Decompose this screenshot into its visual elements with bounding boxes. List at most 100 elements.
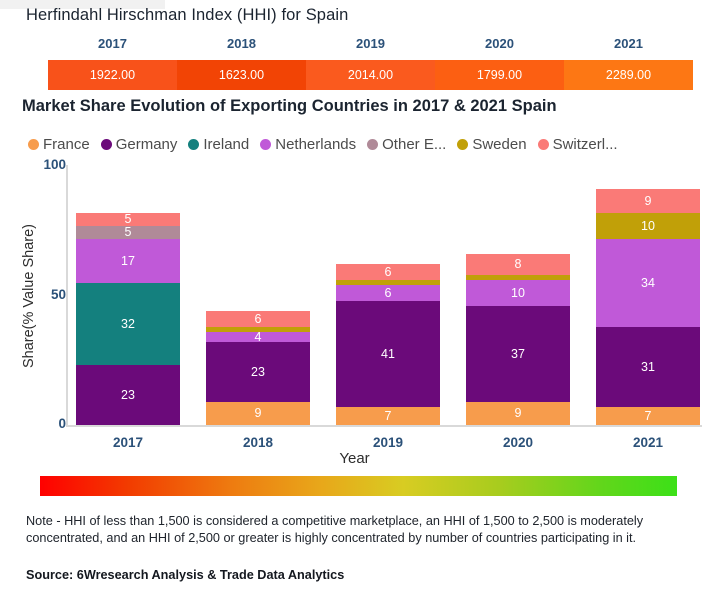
- bar-segment[interactable]: 31: [596, 326, 700, 407]
- hhi-value-segment: 2289.00: [564, 60, 693, 90]
- concentration-gradient-bar: [40, 476, 677, 496]
- bar-segment[interactable]: 34: [596, 238, 700, 327]
- hhi-value-segment: 1623.00: [177, 60, 306, 90]
- chart-title: Market Share Evolution of Exporting Coun…: [22, 97, 557, 115]
- legend-swatch-icon: [260, 138, 272, 150]
- bar-segment[interactable]: 10: [466, 279, 570, 306]
- legend-item-label: Sweden: [472, 135, 527, 153]
- hhi-year-row: 2017 2018 2019 2020 2021: [48, 36, 693, 58]
- bar-segment[interactable]: 5: [76, 212, 180, 226]
- hhi-value-segment: 1799.00: [435, 60, 564, 90]
- bar-segment-value: 8: [514, 257, 522, 272]
- y-axis-tick-label: 0: [58, 416, 66, 431]
- bar-segment[interactable]: 9: [206, 401, 310, 425]
- bar-segment-value: 10: [511, 285, 525, 300]
- x-axis-tick-label: 2018: [242, 435, 274, 450]
- y-axis-tick-label: 50: [50, 286, 66, 302]
- legend-swatch-icon: [28, 138, 39, 150]
- bar-groups: 23 32 17 5 5 2017 9 23 4 6 2018 7 41 6 6 2019 9 37 10 8 2020…: [70, 160, 702, 460]
- x-axis-tick-label: 2020: [502, 435, 534, 450]
- x-axis-title: Year: [339, 450, 370, 467]
- bar-segment[interactable]: 7: [336, 406, 440, 425]
- legend-item[interactable]: Sweden: [457, 135, 527, 153]
- x-axis-tick-label: 2019: [372, 435, 404, 450]
- legend-item-label: Netherlands: [275, 135, 357, 153]
- bar-segment[interactable]: 9: [466, 401, 570, 425]
- hhi-year-label: 2017: [98, 36, 127, 51]
- bar-segment-value: 9: [644, 194, 652, 208]
- bar-segment-value: 37: [511, 346, 525, 361]
- top-edge-strip: [0, 0, 165, 9]
- x-axis-line: [66, 425, 702, 427]
- bar-segment[interactable]: 6: [336, 285, 440, 301]
- bar-segment-value: 9: [514, 406, 522, 421]
- bar-segment[interactable]: [336, 279, 440, 286]
- legend-swatch-icon: [537, 138, 549, 150]
- legend-item-label: Other E...: [382, 135, 447, 153]
- legend-item[interactable]: Other E...: [367, 136, 446, 153]
- bar-segment[interactable]: 5: [76, 225, 180, 239]
- bar-segment[interactable]: 9: [596, 189, 700, 213]
- source-text: Source: 6Wresearch Analysis & Trade Data…: [26, 568, 345, 582]
- bar-segment-value: 32: [121, 317, 135, 331]
- legend-item-label: France: [43, 135, 90, 153]
- legend-item-label: Ireland: [203, 135, 250, 153]
- legend-item[interactable]: Ireland: [188, 136, 249, 153]
- bar-segment[interactable]: 6: [336, 264, 440, 280]
- legend-item[interactable]: Netherlands: [260, 136, 356, 153]
- hhi-year-label: 2019: [356, 36, 385, 51]
- hhi-value-segment: 2014.00: [306, 60, 435, 90]
- hhi-value-band: 1922.00 1623.00 2014.00 1799.00 2289.00: [48, 60, 693, 90]
- bar-segment[interactable]: 32: [76, 282, 180, 366]
- hhi-year-label: 2020: [485, 36, 514, 51]
- hhi-value-segment: 1922.00: [48, 60, 177, 90]
- bar-segment[interactable]: 17: [76, 238, 180, 283]
- footnote-text: Note - HHI of less than 1,500 is conside…: [26, 514, 644, 545]
- bar-group[interactable]: 23 32 17 5 5: [76, 212, 180, 425]
- bar-segment[interactable]: 4: [206, 331, 310, 343]
- bar-segment-value: 7: [384, 408, 392, 423]
- bar-segment-value: 5: [124, 212, 132, 226]
- legend-item-label: Germany: [115, 135, 178, 153]
- bar-segment-value: 23: [121, 388, 135, 403]
- legend-swatch-icon: [367, 138, 379, 150]
- bar-segment-value: 41: [381, 346, 395, 361]
- bar-segment[interactable]: [466, 274, 570, 280]
- y-axis-ticks: 0 50 100: [8, 157, 66, 460]
- legend-item-label: Switzerl...: [552, 135, 618, 153]
- bar-group[interactable]: 7 31 34 10 9: [596, 189, 700, 425]
- bar-segment-value: 31: [641, 359, 655, 374]
- hhi-year-label: 2018: [227, 36, 256, 51]
- chart-legend: France Germany Ireland Netherlands Other E..…: [28, 132, 698, 156]
- bar-segment[interactable]: 8: [466, 254, 570, 275]
- bar-segment-value: 23: [251, 364, 265, 379]
- bar-segment-value: 6: [384, 265, 392, 280]
- legend-item[interactable]: Switzerl...: [537, 135, 618, 153]
- bar-group[interactable]: 9 37 10 8: [466, 254, 570, 425]
- bar-segment-value: 7: [644, 408, 652, 423]
- bar-group[interactable]: 9 23 4 6: [206, 311, 310, 425]
- legend-swatch-icon: [188, 138, 200, 150]
- bar-segment-value: 6: [384, 285, 392, 300]
- legend-item[interactable]: France: [28, 136, 90, 153]
- hhi-section-title: Herfindahl Hirschman Index (HHI) for Spa…: [26, 6, 349, 24]
- legend-swatch-icon: [100, 138, 112, 150]
- bar-segment[interactable]: 23: [76, 365, 180, 425]
- bar-segment[interactable]: 10: [596, 212, 700, 239]
- bar-segment-value: 6: [254, 311, 262, 326]
- bar-segment-value: 10: [641, 218, 655, 233]
- bar-segment-value: 4: [254, 331, 262, 343]
- bar-segment[interactable]: [206, 326, 310, 332]
- bar-segment-value: 9: [254, 406, 262, 421]
- legend-item[interactable]: Germany: [100, 135, 178, 153]
- y-axis-line: [66, 165, 68, 426]
- chart-plot-area: Share(% Value Share) 0 50 100 23 32 17 5 5 2017…: [0, 157, 709, 467]
- x-axis-tick-label: 2021: [632, 435, 664, 450]
- bar-segment[interactable]: 37: [466, 305, 570, 402]
- bar-segment[interactable]: 6: [206, 311, 310, 327]
- bar-segment[interactable]: 41: [336, 300, 440, 407]
- bar-segment-value: 17: [121, 253, 135, 268]
- bar-group[interactable]: 7 41 6 6: [336, 264, 440, 425]
- bar-segment[interactable]: 23: [206, 342, 310, 402]
- bar-segment[interactable]: 7: [596, 406, 700, 425]
